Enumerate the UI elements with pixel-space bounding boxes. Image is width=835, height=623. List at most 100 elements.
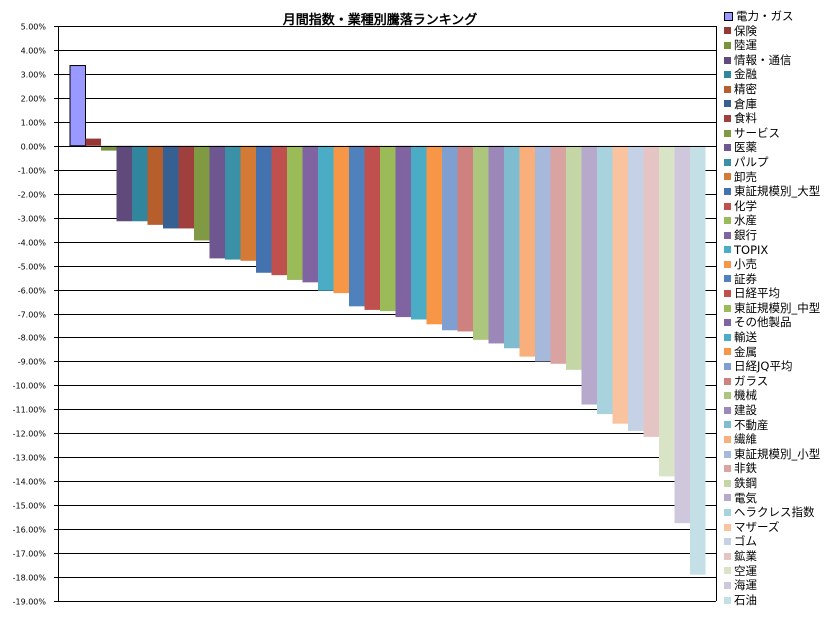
legend-label: 東証規模別_中型 — [734, 300, 821, 315]
bar-14 — [271, 145, 287, 276]
legend-item: 精密 — [724, 82, 820, 97]
bar-21 — [380, 145, 396, 312]
legend-label: 水産 — [734, 213, 757, 228]
legend-swatch — [724, 217, 731, 225]
legend-item: 不動産 — [724, 418, 820, 433]
legend-item: 日経JQ平均 — [724, 359, 820, 374]
legend-label: 情報・通信 — [734, 52, 792, 67]
legend-label: 陸運 — [734, 38, 757, 53]
y-tick-label: -10.00% — [13, 382, 47, 391]
legend-label: ガラス — [734, 373, 769, 388]
legend-item: 銀行 — [724, 228, 820, 243]
legend-swatch — [724, 158, 731, 166]
legend-item: 小売 — [724, 257, 820, 272]
legend-item: 食料 — [724, 111, 820, 126]
legend-swatch — [724, 173, 731, 181]
bar-41 — [690, 145, 706, 575]
legend-label: 石油 — [734, 592, 757, 607]
legend-swatch — [724, 581, 731, 589]
y-tick-label: -8.00% — [18, 334, 47, 343]
y-tick-label: -16.00% — [13, 526, 47, 535]
bar-27 — [473, 145, 489, 340]
bar-23 — [411, 145, 427, 320]
y-tick-label: -6.00% — [18, 287, 47, 296]
legend-item: 機械 — [724, 388, 820, 403]
y-tick-label: -14.00% — [13, 478, 47, 487]
bar-15 — [287, 145, 303, 280]
chart-title: 月間指数・業種別騰落ランキング — [282, 13, 478, 28]
legend-item: ガラス — [724, 374, 820, 389]
legend-item: 金属 — [724, 345, 820, 360]
y-tick-label: -3.00% — [18, 215, 47, 224]
legend-item: 電気 — [724, 491, 820, 506]
legend-item: 繊維 — [724, 432, 820, 447]
legend-label: 日経平均 — [734, 286, 780, 301]
legend-swatch — [724, 596, 731, 604]
bar-38 — [643, 145, 659, 437]
legend-swatch — [724, 187, 731, 195]
bar-29 — [504, 145, 520, 349]
legend-label: 非鉄 — [734, 461, 757, 476]
bar-13 — [256, 145, 272, 273]
legend-item: 保険 — [724, 24, 820, 39]
legend-swatch — [724, 27, 731, 35]
legend-label: 卸売 — [734, 169, 757, 184]
legend-swatch — [724, 392, 731, 400]
y-tick-label: -17.00% — [13, 550, 47, 559]
legend: 電力・ガス 保険 陸運 情報・通信 金融 精密 倉庫 食料 サービス 医薬 パルプ 卸売 東証規模別_大… — [724, 9, 820, 607]
legend-item: 卸売 — [724, 170, 820, 185]
legend-swatch — [724, 450, 731, 458]
legend-label: 銀行 — [734, 227, 757, 242]
bar-4 — [116, 145, 132, 222]
bar-9 — [194, 145, 210, 241]
legend-swatch — [724, 231, 731, 239]
bar-26 — [457, 145, 473, 332]
y-tick-label: -18.00% — [13, 574, 47, 583]
legend-swatch — [724, 275, 731, 283]
legend-label: 倉庫 — [734, 96, 757, 111]
legend-swatch — [724, 508, 731, 516]
legend-label: 機械 — [734, 388, 757, 403]
legend-item: 東証規模別_中型 — [724, 301, 820, 316]
legend-label: TOPIX — [734, 242, 769, 257]
bar-16 — [302, 145, 318, 283]
legend-label: パルプ — [734, 154, 769, 169]
bar-17 — [318, 145, 334, 291]
legend-item: 証券 — [724, 272, 820, 287]
legend-label: 金属 — [734, 344, 757, 359]
bar-35 — [597, 145, 613, 415]
legend-item: 輸送 — [724, 330, 820, 345]
bar-33 — [566, 145, 582, 370]
legend-label: 不動産 — [734, 417, 769, 432]
legend-label: 電力・ガス — [736, 9, 794, 23]
legend-label: 空運 — [734, 563, 757, 578]
legend-swatch — [724, 56, 731, 64]
legend-label: その他製品 — [734, 315, 792, 330]
bar-2 — [85, 138, 101, 146]
y-tick-label: 4.00% — [21, 47, 47, 56]
y-tick-label: -1.00% — [18, 167, 47, 176]
legend-swatch — [724, 567, 731, 575]
bar-20 — [364, 145, 380, 310]
legend-item: 化学 — [724, 199, 820, 214]
legend-label: 鉄鋼 — [734, 476, 757, 490]
legend-item: 情報・通信 — [724, 53, 820, 68]
bar-39 — [659, 145, 675, 477]
bar-3 — [101, 145, 117, 151]
legend-swatch — [724, 114, 731, 122]
y-tick-label: 0.00% — [21, 143, 47, 152]
bar-11 — [225, 145, 241, 260]
y-tick-label: 1.00% — [21, 119, 47, 128]
bar-31 — [535, 145, 551, 362]
bar-32 — [550, 145, 566, 364]
legend-item: TOPIX — [724, 243, 820, 258]
legend-label: 金融 — [734, 67, 757, 82]
legend-label: 東証規模別_大型 — [734, 184, 821, 199]
legend-swatch — [724, 538, 731, 546]
legend-swatch — [724, 41, 731, 49]
y-tick-label: -4.00% — [18, 239, 47, 248]
legend-label: 鉱業 — [734, 548, 757, 563]
legend-item: 建設 — [724, 403, 820, 418]
y-tick-label: -2.00% — [18, 191, 47, 200]
legend-label: サービス — [734, 125, 780, 140]
